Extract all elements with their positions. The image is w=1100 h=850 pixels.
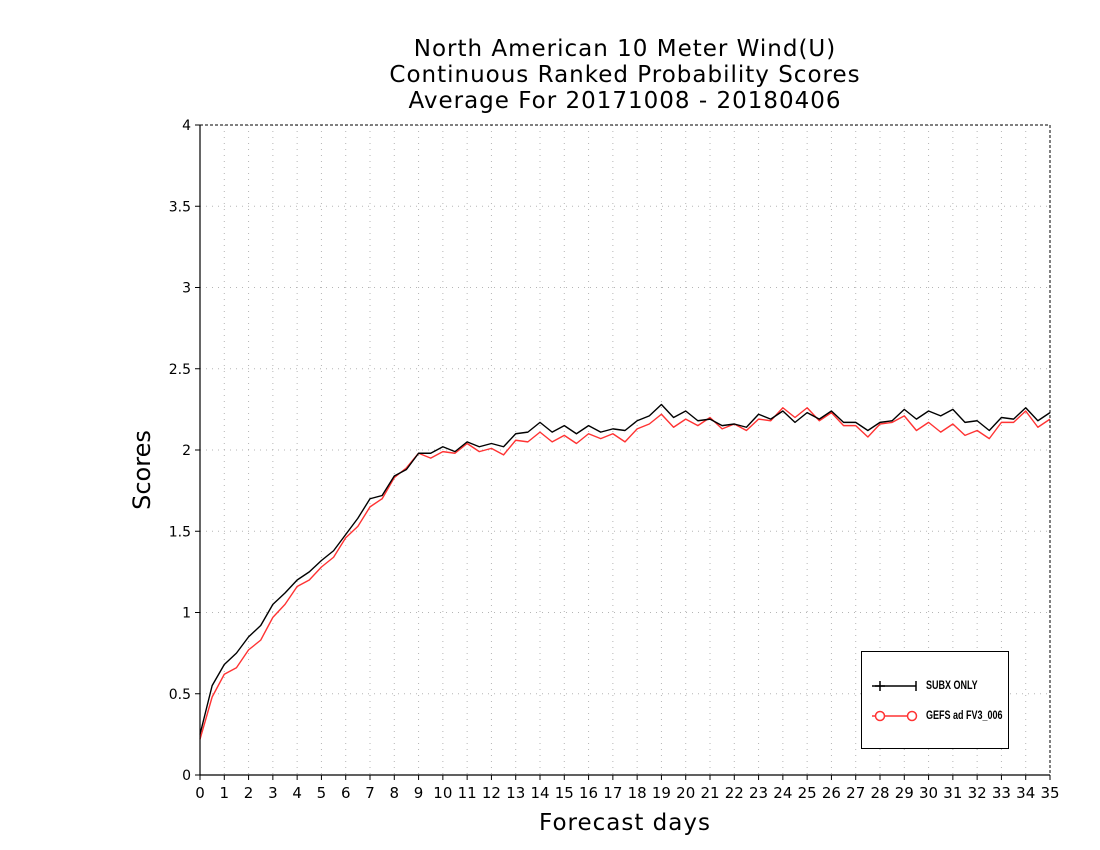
legend-item-series-1: SUBX ONLY [868,676,1004,696]
x-tick-label: 30 [919,784,938,802]
x-tick-label: 32 [968,784,987,802]
x-tick-label: 1 [220,784,230,802]
y-tick-label: 1.5 [169,524,191,540]
series-line-2 [199,407,1051,740]
y-tick-label: 0 [182,768,191,784]
x-tick-label: 4 [292,784,302,802]
legend-item-series-2: GEFS ad FV3_006 [868,706,1004,726]
x-tick-label: 8 [390,784,400,802]
x-tick-label: 18 [628,784,647,802]
x-tick-label: 35 [1040,784,1059,802]
x-tick-label: 11 [458,784,477,802]
y-tick-label: 4 [182,118,191,134]
chart-title-line-2: Continuous Ranked Probability Scores [389,62,861,88]
x-tick-label: 6 [341,784,351,802]
x-tick-label: 19 [652,784,671,802]
x-tick-label: 7 [365,784,375,802]
x-tick-label: 23 [749,784,768,802]
y-tick-label: 3 [182,281,191,297]
y-axis-label: Scores [128,430,156,510]
x-tick-label: 14 [530,784,549,802]
y-tick-label: 1 [182,606,191,622]
legend: SUBX ONLY GEFS ad FV3_006 [861,651,1009,749]
y-tick-label: 3.5 [169,199,191,215]
x-tick-label: 10 [433,784,452,802]
x-axis-ticks: 0 1 2 3 4 5 6 7 8 9 10 11 12 13 14 15 16 17 18 19 20 21 22 23 24… [195,775,1060,802]
x-tick-label: 22 [725,784,744,802]
x-tick-label: 26 [822,784,841,802]
x-tick-label: 21 [700,784,719,802]
x-tick-label: 27 [846,784,865,802]
x-tick-label: 25 [798,784,817,802]
series-line-1 [199,403,1051,735]
x-tick-label: 0 [195,784,205,802]
legend-label-series-2: GEFS ad FV3_006 [926,708,1003,722]
y-tick-label: 0.5 [169,687,191,703]
chart-title-line-1: North American 10 Meter Wind(U) [413,36,837,62]
x-tick-label: 9 [414,784,424,802]
x-tick-label: 28 [870,784,889,802]
x-tick-label: 15 [555,784,574,802]
x-tick-label: 24 [773,784,792,802]
y-axis-label-wrap: Scores [122,430,162,510]
x-tick-label: 5 [317,784,327,802]
y-tick-label: 2 [182,443,191,459]
y-axis-ticks: 0 0.5 1 1.5 2 2.5 3 3.5 4 [169,118,200,784]
legend-label-series-1: SUBX ONLY [926,678,978,692]
legend-swatch-circle-icon [872,710,918,722]
x-tick-label: 20 [676,784,695,802]
x-tick-label: 33 [992,784,1011,802]
x-tick-label: 34 [1016,784,1035,802]
y-tick-label: 2.5 [169,362,191,378]
chart-title-line-3: Average For 20171008 - 20180406 [408,88,842,114]
x-tick-label: 3 [268,784,278,802]
x-tick-label: 16 [579,784,598,802]
series-layer [199,403,1051,740]
x-tick-label: 17 [603,784,622,802]
x-tick-label: 2 [244,784,254,802]
x-tick-label: 12 [482,784,501,802]
x-axis-label: Forecast days [539,810,711,836]
legend-swatch-plus-icon [872,681,917,691]
x-tick-label: 29 [895,784,914,802]
x-tick-label: 31 [943,784,962,802]
x-tick-label: 13 [506,784,525,802]
